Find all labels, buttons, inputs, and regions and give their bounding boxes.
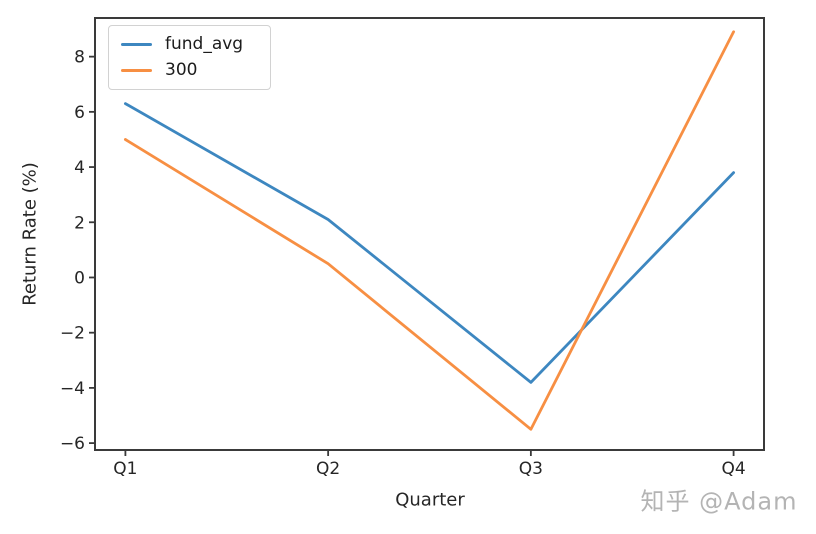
y-tick-label: −2 <box>60 324 85 344</box>
legend-item-fund-avg: fund_avg <box>121 32 260 57</box>
y-tick-label: 2 <box>74 213 85 233</box>
series-line-fund_avg <box>124 102 735 384</box>
legend-item-300: 300 <box>121 58 260 83</box>
series-line-300 <box>124 30 735 431</box>
legend: fund_avg 300 <box>108 25 271 90</box>
y-tick-label: −6 <box>60 434 85 454</box>
y-tick-label: 0 <box>74 268 85 288</box>
x-tick-label: Q1 <box>113 459 137 479</box>
x-tick-label: Q4 <box>721 459 745 479</box>
y-tick-label: −4 <box>60 379 85 399</box>
legend-swatch-300-icon <box>121 68 152 72</box>
x-tick-label: Q3 <box>519 459 543 479</box>
y-tick-label: 8 <box>74 48 85 68</box>
plot-border <box>94 17 765 451</box>
y-axis-label: Return Rate (%) <box>19 162 41 306</box>
y-tick-label: 6 <box>74 103 85 123</box>
x-axis-label: Quarter <box>395 489 465 511</box>
watermark: 知乎 @Adam <box>640 487 798 516</box>
y-tick-label: 4 <box>74 158 85 178</box>
legend-label-300: 300 <box>165 59 198 80</box>
legend-label-fund-avg: fund_avg <box>165 34 244 55</box>
legend-swatch-fund-avg-icon <box>121 43 152 47</box>
x-tick-label: Q2 <box>316 459 340 479</box>
